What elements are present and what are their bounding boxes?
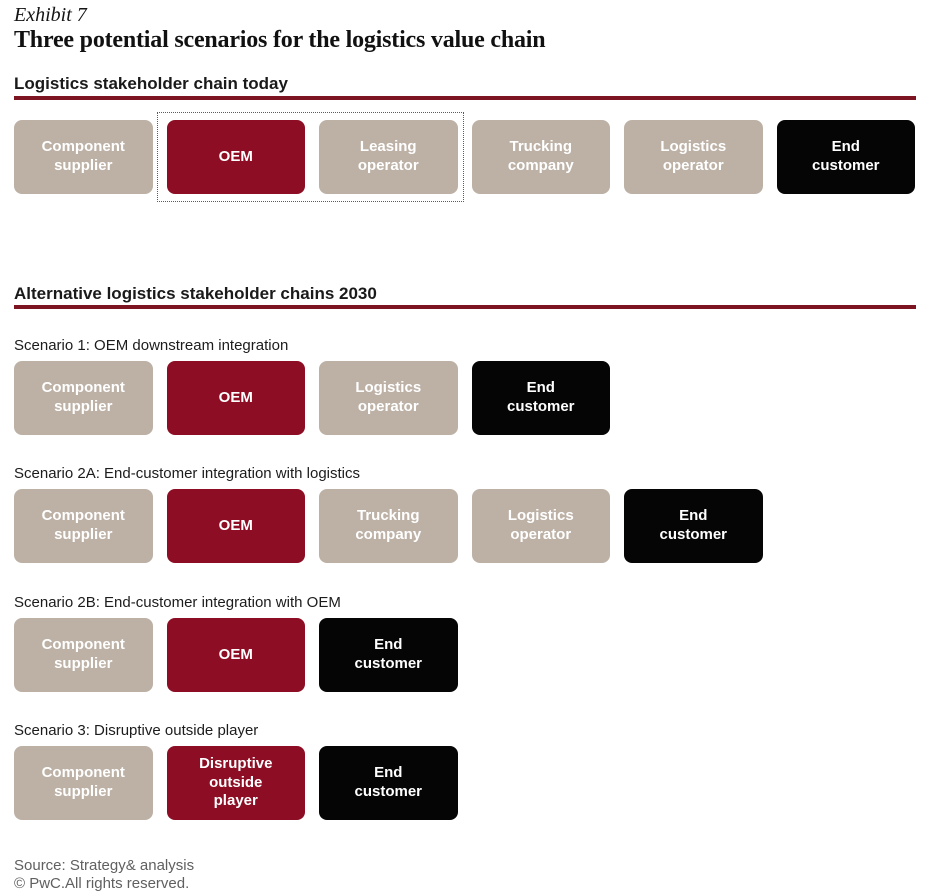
chain-box-end-customer: End customer — [319, 618, 458, 692]
section-rule-today — [14, 96, 916, 100]
chain-box-component-supplier: Component supplier — [14, 120, 153, 194]
chain-box-label: Logistics operator — [660, 138, 727, 174]
exhibit-label: Exhibit 7 — [14, 4, 87, 26]
chain-box-label: OEM — [218, 516, 253, 534]
chain-box-logistics-operator: Logistics operator — [624, 120, 763, 194]
chain-box-label: End customer — [506, 379, 575, 415]
chain-box-oem: OEM — [166, 618, 305, 692]
chain-box-end-customer: End customer — [471, 361, 610, 435]
chain-box-label: Logistics operator — [507, 507, 574, 543]
chain-box-label: Component supplier — [41, 138, 125, 174]
chain-box-logistics-operator: Logistics operator — [319, 361, 458, 435]
scenario-1-label: Scenario 1: OEM downstream integration — [14, 337, 289, 354]
chain-box-oem: OEM — [166, 120, 305, 194]
chain-box-trucking-company: Trucking company — [471, 120, 610, 194]
chain-box-oem: OEM — [166, 489, 305, 563]
chain-box-component-supplier: Component supplier — [14, 746, 153, 820]
page-title: Three potential scenarios for the logist… — [14, 27, 546, 53]
chain-row-scenario-1: Component supplier OEM Logistics operato… — [14, 361, 610, 435]
chain-box-label: End customer — [811, 138, 880, 174]
chain-box-label: Component supplier — [41, 764, 125, 800]
section-heading-alt2030: Alternative logistics stakeholder chains… — [14, 284, 377, 303]
chain-row-scenario-3: Component supplier Disruptive outside pl… — [14, 746, 458, 820]
chain-box-component-supplier: Component supplier — [14, 489, 153, 563]
scenario-2a-label: Scenario 2A: End-customer integration wi… — [14, 465, 360, 482]
source-note: Source: Strategy& analysis — [14, 857, 195, 874]
chain-box-label: Trucking company — [355, 507, 422, 543]
chain-box-label: Leasing operator — [357, 138, 419, 174]
chain-box-label: Trucking company — [507, 138, 574, 174]
chain-box-end-customer: End customer — [776, 120, 915, 194]
chain-box-label: OEM — [218, 147, 253, 165]
copyright-note: © PwC.All rights reserved. — [14, 874, 190, 892]
chain-box-end-customer: End customer — [624, 489, 763, 563]
chain-box-label: End customer — [354, 636, 423, 672]
scenario-2b-label: Scenario 2B: End-customer integration wi… — [14, 594, 341, 611]
oem-leasing-highlight-frame — [157, 112, 464, 202]
chain-box-label: Component supplier — [41, 636, 125, 672]
chain-box-label: Component supplier — [41, 507, 125, 543]
chain-box-label: End customer — [354, 764, 423, 800]
section-heading-today: Logistics stakeholder chain today — [14, 74, 288, 93]
footer: Source: Strategy& analysis © PwC.All rig… — [14, 857, 194, 892]
section-rule-alt2030 — [14, 305, 916, 309]
chain-box-logistics-operator: Logistics operator — [471, 489, 610, 563]
scenario-3-label: Scenario 3: Disruptive outside player — [14, 722, 259, 739]
chain-box-component-supplier: Component supplier — [14, 361, 153, 435]
chain-box-label: Disruptive outside player — [199, 754, 273, 810]
chain-box-label: OEM — [218, 645, 253, 663]
chain-box-label: Logistics operator — [355, 379, 422, 415]
chain-box-oem: OEM — [166, 361, 305, 435]
chain-box-end-customer: End customer — [319, 746, 458, 820]
chain-box-leasing-operator: Leasing operator — [319, 120, 458, 194]
chain-row-scenario-2a: Component supplier OEM Trucking company … — [14, 489, 763, 563]
chain-box-label: OEM — [218, 388, 253, 406]
chain-row-today: Component supplier OEM Leasing operator … — [14, 120, 915, 194]
chain-box-component-supplier: Component supplier — [14, 618, 153, 692]
chain-row-scenario-2b: Component supplier OEM End customer — [14, 618, 458, 692]
chain-box-disruptive-outside-player: Disruptive outside player — [166, 746, 305, 820]
chain-box-trucking-company: Trucking company — [319, 489, 458, 563]
chain-box-label: Component supplier — [41, 379, 125, 415]
chain-box-label: End customer — [659, 507, 728, 543]
